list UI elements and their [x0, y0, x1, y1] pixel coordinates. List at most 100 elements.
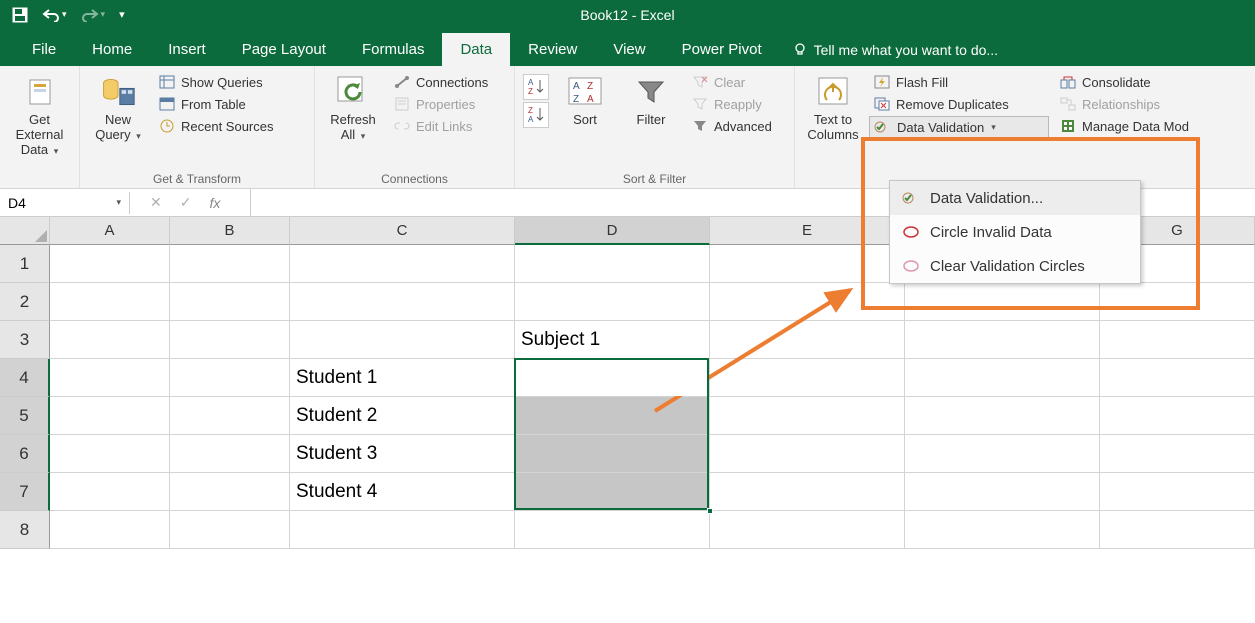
cell[interactable]: Student 3 — [290, 435, 515, 473]
cell[interactable] — [1100, 321, 1255, 359]
cell[interactable] — [905, 397, 1100, 435]
cell[interactable] — [50, 397, 170, 435]
advanced-filter-button[interactable]: Advanced — [687, 116, 776, 136]
tab-home[interactable]: Home — [74, 33, 150, 66]
cell[interactable]: Student 2 — [290, 397, 515, 435]
cell[interactable] — [515, 511, 710, 549]
cell[interactable] — [1100, 473, 1255, 511]
tab-review[interactable]: Review — [510, 33, 595, 66]
name-box[interactable]: D4 ▾ — [0, 192, 130, 214]
column-header[interactable]: B — [170, 217, 290, 245]
get-external-data-button[interactable]: Get External Data ▾ — [8, 70, 71, 163]
cell[interactable] — [710, 473, 905, 511]
remove-duplicates-button[interactable]: Remove Duplicates — [869, 94, 1049, 114]
cell[interactable] — [290, 245, 515, 283]
cell[interactable] — [170, 473, 290, 511]
cell[interactable] — [515, 359, 710, 397]
cell[interactable]: Student 4 — [290, 473, 515, 511]
redo-button[interactable]: ▾ — [81, 8, 106, 22]
text-to-columns-button[interactable]: Text to Columns — [803, 70, 863, 146]
column-header[interactable]: A — [50, 217, 170, 245]
cell[interactable] — [905, 359, 1100, 397]
cell[interactable] — [710, 245, 905, 283]
row-header[interactable]: 4 — [0, 359, 50, 397]
cell[interactable] — [50, 321, 170, 359]
connections-button[interactable]: Connections — [389, 72, 492, 92]
recent-sources-button[interactable]: Recent Sources — [154, 116, 278, 136]
cell[interactable] — [515, 397, 710, 435]
cell[interactable] — [170, 283, 290, 321]
cell[interactable] — [905, 321, 1100, 359]
cell[interactable]: Student 1 — [290, 359, 515, 397]
cell[interactable] — [50, 359, 170, 397]
cell[interactable] — [710, 283, 905, 321]
manage-data-model-button[interactable]: Manage Data Mod — [1055, 116, 1225, 136]
cell[interactable] — [170, 321, 290, 359]
row-header[interactable]: 3 — [0, 321, 50, 359]
cell[interactable] — [710, 511, 905, 549]
cell[interactable] — [170, 397, 290, 435]
clear-validation-circles-menu-item[interactable]: Clear Validation Circles — [890, 249, 1140, 283]
cell[interactable] — [1100, 283, 1255, 321]
column-header[interactable]: C — [290, 217, 515, 245]
undo-button[interactable]: ▾ — [42, 8, 67, 22]
cell[interactable] — [170, 435, 290, 473]
refresh-all-button[interactable]: Refresh All ▾ — [323, 70, 383, 148]
cell[interactable] — [515, 283, 710, 321]
row-header[interactable]: 6 — [0, 435, 50, 473]
cell[interactable] — [50, 511, 170, 549]
cell[interactable] — [710, 435, 905, 473]
fx-label[interactable]: fx — [209, 195, 230, 211]
cell[interactable] — [170, 511, 290, 549]
select-all-corner[interactable] — [0, 217, 50, 245]
cell[interactable] — [905, 283, 1100, 321]
row-header[interactable]: 2 — [0, 283, 50, 321]
qat-customize[interactable]: ▾ — [119, 8, 125, 21]
circle-invalid-data-menu-item[interactable]: Circle Invalid Data — [890, 215, 1140, 249]
cell[interactable] — [1100, 511, 1255, 549]
tab-page-layout[interactable]: Page Layout — [224, 33, 344, 66]
cell[interactable] — [710, 359, 905, 397]
cell[interactable] — [50, 245, 170, 283]
sort-asc-button[interactable]: AZ — [523, 74, 549, 100]
row-header[interactable]: 5 — [0, 397, 50, 435]
row-header[interactable]: 7 — [0, 473, 50, 511]
cell[interactable] — [905, 511, 1100, 549]
tell-me-search[interactable]: Tell me what you want to do... — [792, 34, 998, 66]
flash-fill-button[interactable]: Flash Fill — [869, 72, 1049, 92]
cell[interactable] — [290, 321, 515, 359]
column-header[interactable]: D — [515, 217, 710, 245]
cell[interactable] — [905, 435, 1100, 473]
data-validation-button[interactable]: Data Validation ▾ — [869, 116, 1049, 138]
cell[interactable] — [1100, 397, 1255, 435]
filter-button[interactable]: Filter — [621, 70, 681, 131]
cell[interactable] — [515, 435, 710, 473]
cell[interactable] — [710, 321, 905, 359]
cell[interactable] — [170, 359, 290, 397]
cell[interactable]: Subject 1 — [515, 321, 710, 359]
cell[interactable] — [1100, 435, 1255, 473]
tab-power-pivot[interactable]: Power Pivot — [664, 33, 780, 66]
cell[interactable] — [170, 245, 290, 283]
show-queries-button[interactable]: Show Queries — [154, 72, 278, 92]
cell[interactable] — [1100, 359, 1255, 397]
cell[interactable] — [50, 473, 170, 511]
cell[interactable] — [515, 473, 710, 511]
column-header[interactable]: E — [710, 217, 905, 245]
sort-button[interactable]: AZZA Sort — [555, 70, 615, 131]
data-validation-menu-item[interactable]: Data Validation... — [890, 181, 1140, 215]
row-header[interactable]: 8 — [0, 511, 50, 549]
tab-formulas[interactable]: Formulas — [344, 33, 443, 66]
save-icon[interactable] — [12, 7, 28, 23]
tab-view[interactable]: View — [595, 33, 663, 66]
cell[interactable] — [290, 283, 515, 321]
cell[interactable] — [515, 245, 710, 283]
sort-desc-button[interactable]: ZA — [523, 102, 549, 128]
tab-data[interactable]: Data — [442, 33, 510, 66]
from-table-button[interactable]: From Table — [154, 94, 278, 114]
cell[interactable] — [50, 283, 170, 321]
cell[interactable] — [905, 473, 1100, 511]
cell[interactable] — [50, 435, 170, 473]
cell[interactable] — [290, 511, 515, 549]
cell[interactable] — [710, 397, 905, 435]
